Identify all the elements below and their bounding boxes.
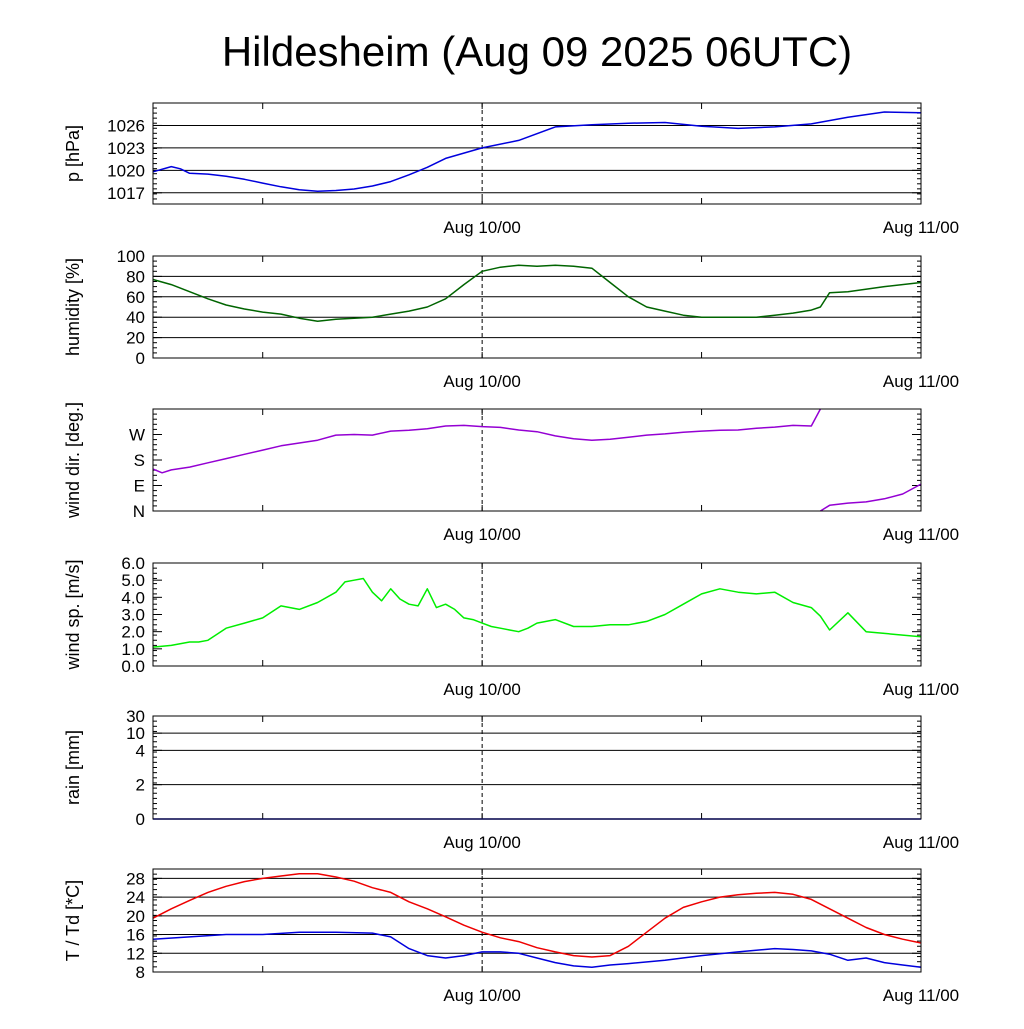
y-tick-label: 6.0: [121, 554, 145, 573]
y-tick-label: 2: [136, 776, 145, 795]
x-tick-label: Aug 10/00: [443, 525, 521, 544]
y-tick-label: 8: [136, 963, 145, 982]
y-tick-label: 3.0: [121, 606, 145, 625]
y-tick-label: 0.0: [121, 657, 145, 676]
y-tick-label: S: [134, 451, 145, 470]
y-axis-label: T / Td [*C]: [63, 880, 83, 961]
y-axis-label: humidity [%]: [63, 258, 83, 356]
series-line: [152, 872, 922, 958]
chart-title: Hildesheim (Aug 09 2025 06UTC): [222, 28, 852, 75]
panel-frame: [152, 868, 922, 973]
y-tick-label: 4: [136, 741, 145, 760]
x-tick-label: Aug 11/00: [883, 372, 959, 391]
y-tick-label: 12: [126, 944, 145, 963]
x-tick-label: Aug 10/00: [443, 680, 521, 699]
series-line: [820, 483, 922, 512]
y-tick-label: 0: [136, 349, 145, 368]
y-tick-label: 5.0: [121, 571, 145, 590]
y-tick-label: 100: [117, 247, 145, 266]
x-tick-label: Aug 11/00: [883, 986, 959, 1005]
panel-frame: [152, 255, 922, 359]
x-tick-label: Aug 11/00: [883, 680, 959, 699]
x-tick-label: Aug 11/00: [883, 218, 959, 237]
panel-frame: [152, 408, 922, 512]
y-tick-label: N: [133, 502, 145, 521]
x-tick-label: Aug 10/00: [443, 218, 521, 237]
x-tick-label: Aug 11/00: [883, 833, 959, 852]
y-tick-label: 20: [126, 329, 145, 348]
y-tick-label: 2.0: [121, 623, 145, 642]
y-tick-label: 30: [126, 707, 145, 726]
y-axis-label: rain [mm]: [63, 730, 83, 805]
y-tick-label: 1023: [107, 139, 145, 158]
series-line: [152, 264, 922, 323]
y-axis-label: wind sp. [m/s]: [63, 559, 83, 670]
series-line: [152, 111, 922, 193]
y-tick-label: 60: [126, 288, 145, 307]
panel-frame: [152, 562, 922, 667]
y-tick-label: 1017: [107, 184, 145, 203]
y-tick-label: 80: [126, 267, 145, 286]
panel-frame: [152, 715, 922, 820]
y-tick-label: 1026: [107, 116, 145, 135]
series-line: [152, 931, 922, 969]
y-tick-label: 16: [126, 926, 145, 945]
x-tick-label: Aug 11/00: [883, 525, 959, 544]
x-tick-label: Aug 10/00: [443, 833, 521, 852]
y-tick-label: 1020: [107, 161, 145, 180]
panel-frame: [152, 102, 922, 205]
y-tick-label: W: [129, 426, 145, 445]
series-line: [152, 577, 922, 648]
x-tick-label: Aug 10/00: [443, 986, 521, 1005]
y-tick-label: 4.0: [121, 588, 145, 607]
y-tick-label: 0: [136, 810, 145, 829]
series-line: [152, 408, 822, 474]
y-tick-label: E: [134, 477, 145, 496]
y-tick-label: 40: [126, 308, 145, 327]
y-tick-label: 24: [126, 888, 145, 907]
y-tick-label: 10: [126, 724, 145, 743]
y-axis-label: p [hPa]: [63, 125, 83, 182]
y-tick-label: 20: [126, 907, 145, 926]
y-tick-label: 28: [126, 869, 145, 888]
y-tick-label: 1.0: [121, 640, 145, 659]
x-tick-label: Aug 10/00: [443, 372, 521, 391]
y-axis-label: wind dir. [deg.]: [63, 402, 83, 519]
